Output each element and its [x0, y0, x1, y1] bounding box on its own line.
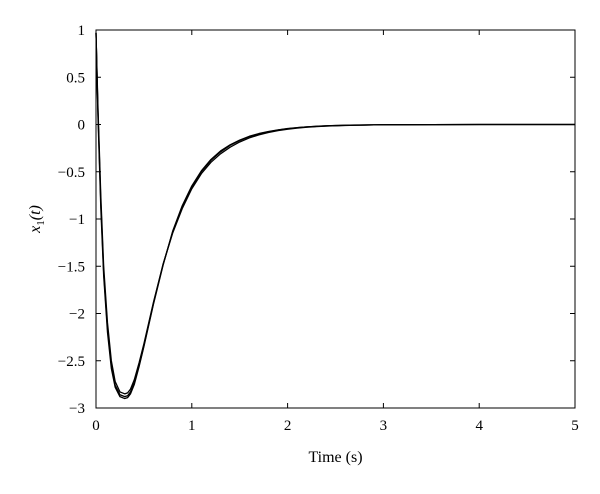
plot-frame	[95, 29, 576, 409]
tick-labels-layer: 0 1 2 3 4 5 1 0.5 0 −0.5 −1 −1.5 −2 −2.5 −3	[58, 23, 579, 434]
x-axis-label: Time (s)	[308, 449, 362, 466]
y-tick-label: 1	[78, 23, 86, 39]
y-axis-label-argument: (t)	[27, 205, 44, 220]
x-tick-label: 2	[284, 418, 292, 434]
y-tick-label: −0.5	[58, 165, 85, 181]
y-tick-label: 0.5	[66, 70, 85, 86]
x-tick-label: 5	[571, 418, 579, 434]
x-tick-label: 1	[188, 418, 196, 434]
y-tick-label: −2.5	[58, 354, 85, 370]
y-axis-label: x1(t)	[27, 205, 47, 234]
x-tick-label: 3	[380, 418, 388, 434]
y-axis-label-subscript: 1	[35, 220, 47, 226]
x-tick-label: 0	[92, 418, 100, 434]
series-line-3	[95, 32, 575, 400]
y-tick-label: 0	[78, 118, 86, 134]
series-line-2	[95, 32, 575, 398]
series-line-1	[95, 32, 575, 395]
x-tick-label: 4	[475, 418, 483, 434]
series-layer	[95, 32, 575, 400]
ticks-layer	[95, 29, 576, 409]
y-tick-label: −2	[69, 307, 85, 323]
y-tick-label: −1.5	[58, 259, 85, 275]
y-axis-label-base: x	[27, 226, 44, 234]
y-tick-label: −3	[69, 401, 85, 417]
y-tick-label: −1	[69, 212, 85, 228]
